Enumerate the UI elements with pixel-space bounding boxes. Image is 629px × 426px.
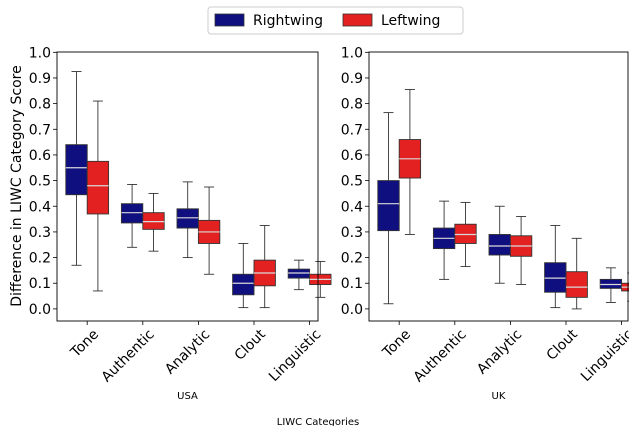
- box-leftwing-analytic: [509, 216, 533, 285]
- y-tick-label: 0.6: [29, 148, 51, 164]
- iqr-box: [565, 271, 588, 298]
- panel-usa: 0.0 0.1 0.2 0.3 0.4 0.5 0.6 0.7 0.8 0.9 1.0 ToneAut…: [29, 45, 332, 402]
- legend: Rightwing Leftwing: [207, 6, 464, 35]
- box-leftwing-clout: [253, 225, 276, 309]
- y-tick-label: 1.0: [341, 45, 363, 61]
- iqr-box: [65, 144, 88, 196]
- iqr-box: [377, 180, 400, 232]
- panel-x-label: USA: [177, 391, 198, 402]
- box-leftwing-authentic: [142, 192, 165, 252]
- box-rightwing-authentic: [120, 183, 144, 248]
- y-tick-label: 0.7: [29, 122, 51, 138]
- x-tick-label: Linguistic: [578, 327, 629, 385]
- box-rightwing-tone: [377, 112, 400, 305]
- panel-x-label: UK: [492, 391, 506, 402]
- plot-frame: [56, 51, 319, 322]
- y-tick-label: 0.9: [341, 71, 363, 87]
- box-rightwing-clout: [544, 225, 567, 309]
- x-tick-label: Linguistic: [266, 327, 324, 385]
- y-tick-label: 0.4: [341, 199, 363, 215]
- box-rightwing-linguistic: [287, 259, 311, 291]
- plot-frame: [368, 51, 629, 322]
- iqr-box: [287, 268, 311, 279]
- legend-label-rightwing: Rightwing: [253, 13, 323, 29]
- y-tick-label: 0.6: [341, 148, 363, 164]
- x-tick-label: Tone: [379, 327, 414, 362]
- x-tick-label: Authentic: [99, 327, 158, 386]
- iqr-box: [599, 278, 623, 289]
- box-leftwing-authentic: [454, 201, 477, 268]
- y-tick-label: 0.1: [341, 276, 363, 292]
- box-leftwing-linguistic: [309, 260, 332, 298]
- panel-uk: 0.0 0.1 0.2 0.3 0.4 0.5 0.6 0.7 0.8 0.9 1.0 ToneAut…: [341, 45, 629, 402]
- legend-label-leftwing: Leftwing: [381, 13, 440, 29]
- box-leftwing-clout: [565, 237, 588, 310]
- y-tick-label: 0.0: [341, 302, 363, 318]
- y-tick-label: 0.5: [341, 174, 363, 190]
- y-tick-label: 0.3: [29, 225, 51, 241]
- iqr-box: [232, 273, 255, 296]
- y-tick-label: 1.0: [29, 45, 51, 61]
- box-leftwing-tone: [86, 100, 110, 292]
- iqr-box: [488, 234, 511, 256]
- iqr-box: [86, 160, 110, 215]
- x-tick-label: Analytic: [162, 327, 213, 378]
- x-tick-label: Clout: [544, 326, 582, 364]
- x-tick-label: Analytic: [474, 327, 525, 378]
- y-tick-label: 0.8: [341, 97, 363, 113]
- x-tick-label: Clout: [232, 326, 270, 364]
- y-tick-label: 0.9: [29, 71, 51, 87]
- iqr-box: [454, 223, 477, 244]
- y-tick-label: 0.0: [29, 302, 51, 318]
- legend-frame: [207, 6, 464, 35]
- y-tick-label: 0.4: [29, 199, 51, 215]
- box-rightwing-tone: [65, 71, 88, 266]
- iqr-box: [142, 212, 165, 230]
- y-tick-label: 0.7: [341, 122, 363, 138]
- box-leftwing-tone: [398, 89, 422, 235]
- legend-swatch-leftwing: [342, 13, 373, 27]
- y-axis-label: Difference in LIWC Category Score: [9, 65, 25, 306]
- iqr-box: [544, 262, 567, 293]
- iqr-box: [120, 203, 144, 224]
- legend-swatch-rightwing: [214, 13, 245, 27]
- iqr-box: [176, 208, 199, 229]
- box-rightwing-analytic: [488, 205, 511, 284]
- y-tick-label: 0.5: [29, 174, 51, 190]
- box-leftwing-analytic: [197, 186, 221, 275]
- box-rightwing-clout: [232, 243, 255, 309]
- box-rightwing-analytic: [176, 181, 199, 259]
- x-tick-label: Authentic: [411, 327, 470, 386]
- box-rightwing-linguistic: [599, 267, 623, 303]
- y-tick-label: 0.8: [29, 97, 51, 113]
- y-tick-label: 0.2: [29, 251, 51, 267]
- y-tick-label: 0.3: [341, 225, 363, 241]
- figure-x-axis-label: LIWC Categories: [277, 417, 359, 426]
- x-tick-label: Tone: [67, 327, 102, 362]
- box-rightwing-authentic: [432, 200, 456, 280]
- y-tick-label: 0.2: [341, 251, 363, 267]
- y-tick-label: 0.1: [29, 276, 51, 292]
